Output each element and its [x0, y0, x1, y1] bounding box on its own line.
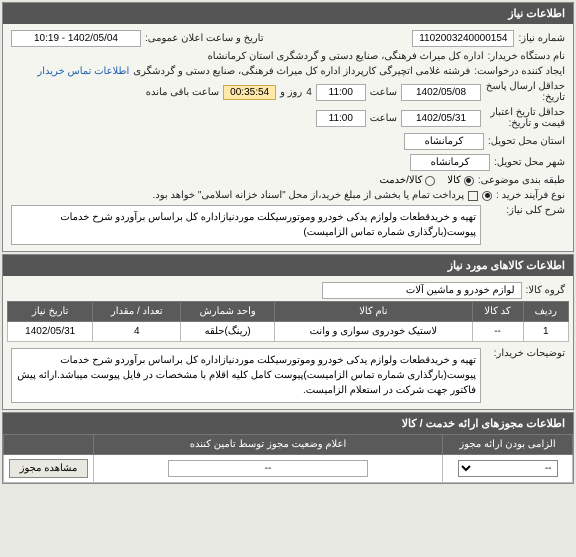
subject-label: شرح کلی نیاز: — [485, 205, 565, 216]
validity-time: 11:00 — [316, 110, 366, 127]
table-row: 1 -- لاستیک خودروی سواری و وانت (رینگ)حل… — [8, 322, 569, 342]
time-label-2: ساعت — [370, 113, 397, 124]
announce-label: تاریخ و ساعت اعلان عمومی: — [145, 33, 264, 44]
col-status: اعلام وضعیت مجوز توسط تامین کننده — [94, 435, 443, 455]
buyer-note-value: تهیه و خریدقطعات ولوازم یدکی خودرو وموتو… — [11, 348, 481, 403]
category-label: طبقه بندی موضوعی: — [478, 175, 565, 186]
goods-table: ردیف کد کالا نام کالا واحد شمارش تعداد /… — [7, 301, 569, 342]
col-code: کد کالا — [472, 302, 523, 322]
group-value: لوازم خودرو و ماشین آلات — [322, 282, 522, 299]
col-name: نام کالا — [275, 302, 472, 322]
view-permit-button[interactable]: مشاهده مجوز — [9, 459, 89, 478]
countdown-timer: 00:35:54 — [223, 85, 276, 100]
time-label-1: ساعت — [370, 87, 397, 98]
announce-value: 1402/05/04 - 10:19 — [11, 30, 141, 47]
province-value: کرمانشاه — [404, 133, 484, 150]
permits-header: اطلاعات مجوزهای ارائه خدمت / کالا — [3, 413, 573, 434]
deadline-time: 11:00 — [316, 84, 366, 101]
remain-label: ساعت باقی مانده — [146, 87, 219, 98]
goods-info-panel: اطلاعات کالاهای مورد نیاز گروه کالا: لوا… — [2, 254, 574, 410]
group-label: گروه کالا: — [526, 285, 565, 296]
cell-unit: (رینگ)حلقه — [181, 322, 275, 342]
buyer-note-label: توضیحات خریدار: — [485, 348, 565, 359]
buy-type-label: نوع فرآیند خرید : — [496, 190, 565, 201]
col-action — [4, 435, 94, 455]
subject-value: تهیه و خریدقطعات ولوازم یدکی خودرو وموتو… — [11, 205, 481, 245]
col-row: ردیف — [523, 302, 568, 322]
goods-info-header: اطلاعات کالاهای مورد نیاز — [3, 255, 573, 276]
buy-note: پرداخت تمام یا بخشی از مبلغ خرید،از محل … — [153, 190, 465, 201]
status-field: -- — [168, 460, 368, 477]
cell-date: 1402/05/31 — [8, 322, 93, 342]
need-info-panel: اطلاعات نیاز شماره نیاز: 110200324000015… — [2, 2, 574, 252]
col-qty: تعداد / مقدار — [93, 302, 181, 322]
validity-label: حداقل تاریخ اعتبار قیمت و تاریخ: — [485, 107, 565, 129]
cell-status: -- — [94, 455, 443, 483]
need-no-label: شماره نیاز: — [518, 33, 565, 44]
buyer-contact-link[interactable]: اطلاعات تماس خریدار — [37, 66, 129, 77]
radio-dot-icon — [425, 176, 435, 186]
checkbox-icon[interactable] — [468, 191, 478, 201]
table-row: -- -- مشاهده مجوز — [4, 455, 573, 483]
cell-required: -- — [443, 455, 573, 483]
radio-dot-icon — [482, 191, 492, 201]
col-required: الزامی بودن ارائه مجوز — [443, 435, 573, 455]
deadline-label: حداقل ارسال پاسخ تاریخ: — [485, 81, 565, 103]
days-label: روز و — [280, 87, 302, 98]
cell-row: 1 — [523, 322, 568, 342]
radio-dot-icon — [464, 176, 474, 186]
need-no-value: 1102003240000154 — [412, 30, 514, 47]
deadline-date: 1402/05/08 — [401, 84, 481, 101]
province-label: استان محل تحویل: — [488, 136, 565, 147]
cell-code: -- — [472, 322, 523, 342]
cell-action: مشاهده مجوز — [4, 455, 94, 483]
cell-name: لاستیک خودروی سواری و وانت — [275, 322, 472, 342]
cat-service-label: کالا/خدمت — [379, 175, 422, 186]
days-value: 4 — [306, 87, 312, 98]
need-info-header: اطلاعات نیاز — [3, 3, 573, 24]
permits-panel: اطلاعات مجوزهای ارائه خدمت / کالا الزامی… — [2, 412, 574, 484]
validity-date: 1402/05/31 — [401, 110, 481, 127]
category-radio-group: کالا کالا/خدمت — [379, 175, 473, 186]
col-date: تاریخ نیاز — [8, 302, 93, 322]
permits-table: الزامی بودن ارائه مجوز اعلام وضعیت مجوز … — [3, 434, 573, 483]
category-service-radio[interactable]: کالا/خدمت — [379, 175, 435, 186]
category-goods-radio[interactable]: کالا — [447, 175, 474, 186]
org-value: اداره کل میراث فرهنگی، صنایع دستی و گردش… — [208, 51, 484, 62]
cat-goods-label: کالا — [447, 175, 461, 186]
org-label: نام دستگاه خریدار: — [488, 51, 565, 62]
creator-value: فرشته غلامی اتچیرگی کارپرداز اداره کل می… — [133, 66, 470, 77]
city-label: شهر محل تحویل: — [494, 157, 565, 168]
col-unit: واحد شمارش — [181, 302, 275, 322]
required-select[interactable]: -- — [458, 460, 558, 477]
cell-qty: 4 — [93, 322, 181, 342]
creator-label: ایجاد کننده درخواست: — [474, 66, 565, 77]
city-value: کرمانشاه — [410, 154, 490, 171]
